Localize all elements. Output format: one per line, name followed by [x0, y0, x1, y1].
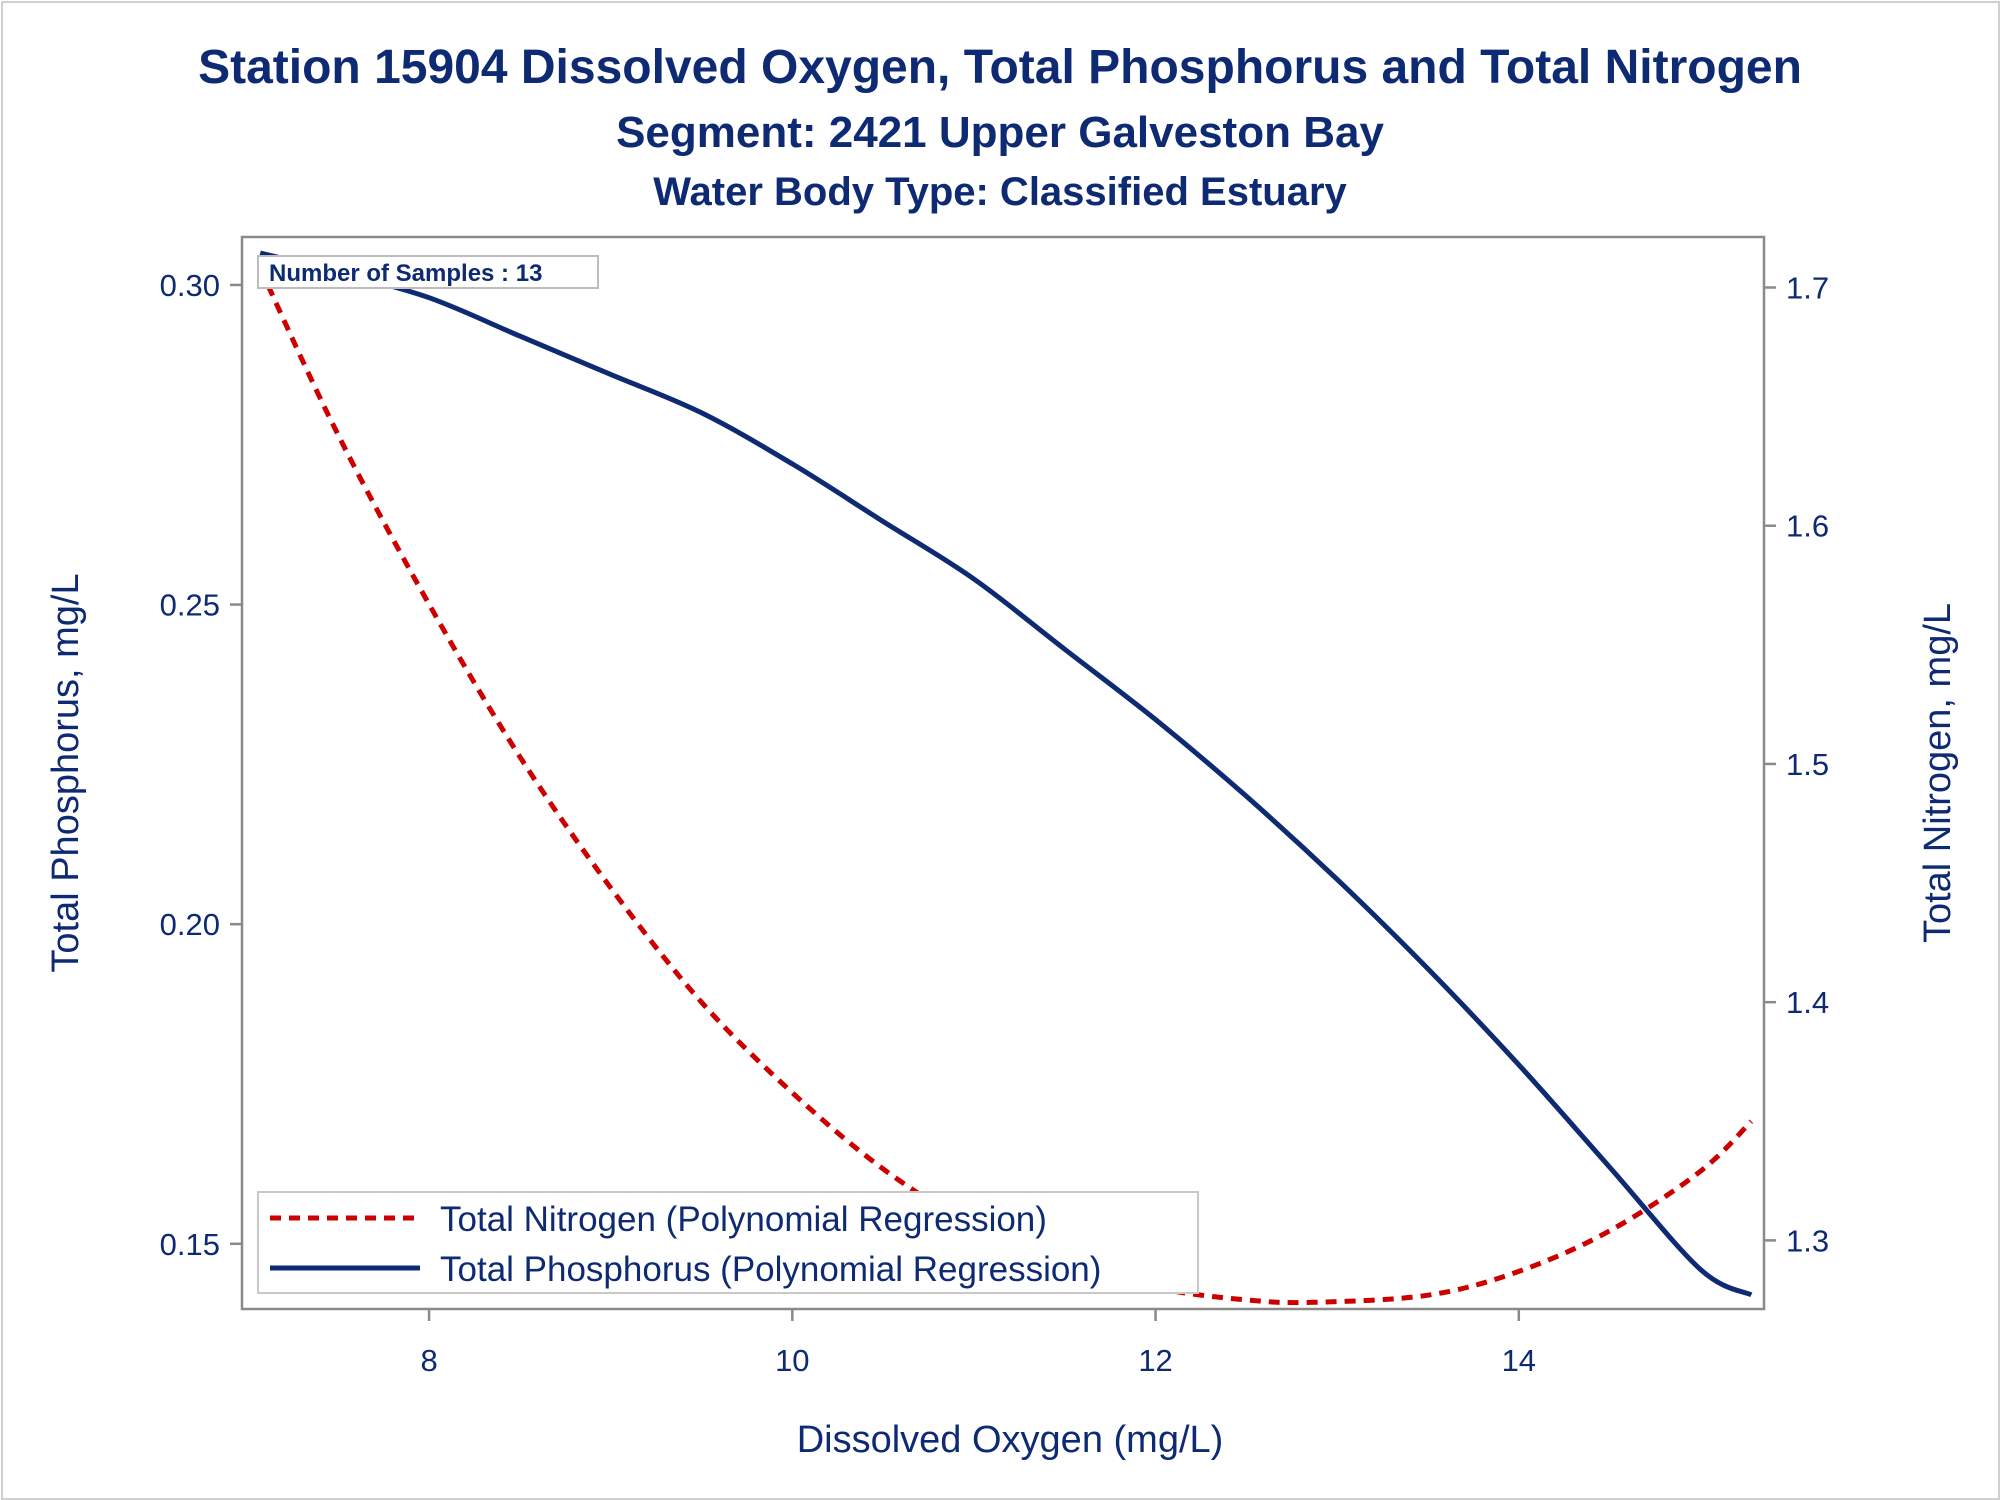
y-left-tick-label: 0.25 — [160, 588, 220, 623]
plot-area — [240, 235, 1766, 1311]
y-right-tick-label: 1.7 — [1786, 271, 1829, 306]
series-line-phosphorus — [259, 250, 1753, 1298]
y-right-tick-label: 1.6 — [1786, 509, 1829, 544]
y-left-tick-label: 0.15 — [160, 1227, 220, 1262]
sample-count-box: Number of Samples : 13 — [257, 255, 599, 289]
chart-subtitle-2: Water Body Type: Classified Estuary — [653, 170, 1347, 214]
legend-label-phosphorus: Total Phosphorus (Polynomial Regression) — [440, 1250, 1101, 1289]
chart-subtitle: Segment: 2421 Upper Galveston Bay — [616, 108, 1384, 157]
y-right-tick-label: 1.5 — [1786, 747, 1829, 782]
x-tick-label: 12 — [1138, 1343, 1172, 1378]
x-axis-label: Dissolved Oxygen (mg/L) — [797, 1419, 1224, 1461]
x-tick-label: 14 — [1502, 1343, 1536, 1378]
x-tick-label: 8 — [420, 1343, 437, 1378]
chart-title: Station 15904 Dissolved Oxygen, Total Ph… — [198, 41, 1802, 94]
legend-label-nitrogen: Total Nitrogen (Polynomial Regression) — [440, 1200, 1047, 1239]
series-lines — [257, 250, 1754, 1306]
x-tick-label: 10 — [775, 1343, 809, 1378]
y-axis-left-label: Total Phosphorus, mg/L — [45, 573, 87, 972]
series-line-nitrogen — [257, 267, 1754, 1306]
axis-ticks: 8 10 12 14 0.15 0.20 0.25 0.30 1.3 1.4 1.5 1.6 1.7 — [160, 268, 1829, 1378]
y-right-tick-label: 1.4 — [1786, 985, 1829, 1020]
legend: Total Nitrogen (Polynomial Regression) T… — [257, 1191, 1199, 1294]
sample-count-frame — [257, 255, 599, 289]
y-left-tick-label: 0.20 — [160, 907, 220, 942]
y-axis-right-label: Total Nitrogen, mg/L — [1917, 603, 1959, 943]
y-left-tick-label: 0.30 — [160, 268, 220, 303]
sample-count-label: Number of Samples : 13 — [269, 260, 542, 287]
legend-frame — [257, 1191, 1199, 1294]
y-right-tick-label: 1.3 — [1786, 1223, 1829, 1258]
